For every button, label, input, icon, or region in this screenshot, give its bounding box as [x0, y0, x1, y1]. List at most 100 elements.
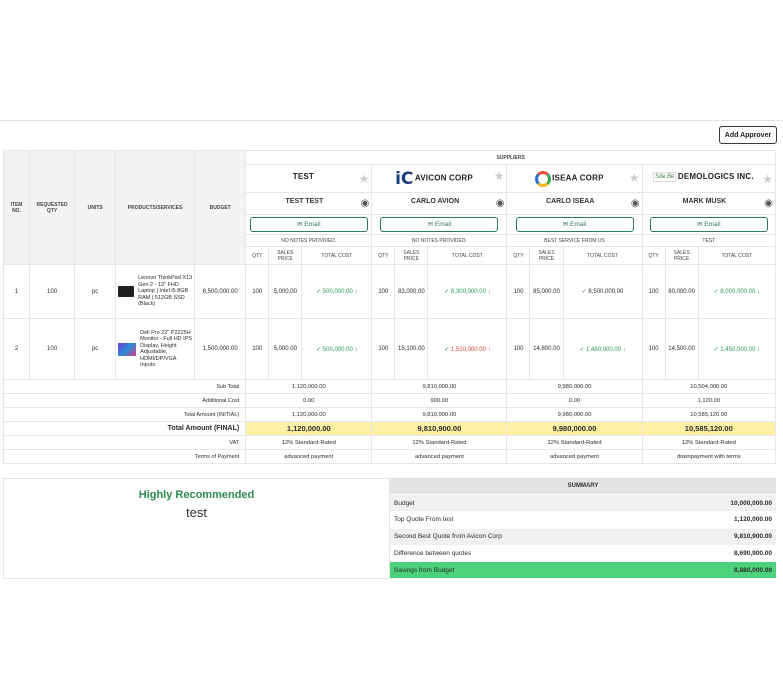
supplier-name-iseaa-corp: ISEAA CORP ★ — [506, 164, 643, 193]
additional-cost-row-value: 0.00 — [506, 393, 643, 408]
check-icon: ✓ — [713, 289, 719, 295]
suppliers-header: SUPPLIERS — [245, 150, 776, 165]
email-label: Email — [304, 221, 321, 228]
eye-icon[interactable]: ◉ — [360, 198, 370, 209]
col-products: PRODUCTS/SERVICES — [115, 150, 196, 265]
quote-qty: 100 — [371, 318, 396, 380]
quote-total-value: 8,500,000.00 — [588, 289, 624, 295]
summary-table: SUMMARY Budget 10,000,000.00 Top Quote Fro… — [390, 478, 776, 580]
email-label: Email — [704, 221, 721, 228]
supplier-contact: MARK MUSK ◉ — [641, 192, 777, 215]
summary-row: Top Quote From test 1,120,000.00 — [390, 511, 776, 529]
email-cell: ✉ Email — [506, 214, 643, 235]
total-final-row-value: 10,585,120.00 — [641, 421, 777, 436]
col-units: UNITS — [74, 150, 117, 265]
total-final-row-value: 1,120,000.00 — [245, 421, 373, 436]
summary-row: Difference between quotes 8,690,900.00 — [390, 545, 776, 563]
terms-row-value: advanced payment — [506, 449, 643, 464]
star-icon[interactable]: ★ — [493, 168, 505, 183]
supplier-name-avicon-corp: iC AVICON CORP ★ — [371, 164, 508, 193]
email-button[interactable]: ✉ Email — [649, 217, 768, 232]
quote-comparison-table: ITEM NO. REQUESTED QTY UNITS PRODUCTS/SE… — [2, 150, 777, 464]
arrow-down-icon: ↓ — [757, 289, 761, 295]
recommendation-panel — [3, 478, 390, 579]
arrow-down-icon: ↓ — [354, 289, 358, 295]
email-button[interactable]: ✉ Email — [380, 217, 499, 232]
total-initial-row-value: 9,980,000.00 — [506, 407, 643, 422]
email-button[interactable]: ✉ Email — [249, 217, 368, 232]
quote-total: ✓ 500,000.00 ↓ — [301, 264, 373, 319]
total-final-row-value: 9,980,000.00 — [506, 421, 643, 436]
terms-row: Terms of Payment advanced payment advanced… — [2, 449, 777, 464]
product-description: Dell Pro 22" P2225H Monitor - Full HD IP… — [140, 329, 193, 369]
terms-row-value: advanced payment — [371, 449, 508, 464]
eye-icon[interactable]: ◉ — [764, 198, 773, 209]
quote-qty: 100 — [506, 318, 531, 380]
eye-icon[interactable]: ◉ — [495, 198, 505, 209]
recommended-supplier: test — [186, 505, 207, 520]
contact-name: MARK MUSK — [682, 198, 727, 205]
quote-total-value: 8,000,000.00 — [720, 289, 756, 295]
product-cell: Lenovo ThinkPad X13 Gen 2 - 13" FHD Lapt… — [115, 264, 196, 319]
check-icon: ✓ — [444, 289, 450, 295]
summary-value: 8,690,900.00 — [660, 545, 776, 563]
arrow-down-icon: ↓ — [622, 346, 626, 353]
arrow-up-icon: ↑ — [487, 346, 491, 353]
sub-total-row-value: 9,980,000.00 — [506, 379, 643, 394]
supplier-name-label: TEST — [292, 171, 315, 181]
contact-name: TEST TEST — [285, 198, 324, 205]
quote-total: ✓ 1,450,000.00 ↓ — [697, 318, 777, 380]
check-icon: ✓ — [713, 346, 719, 353]
contact-name: CARLO ISEAA — [546, 198, 595, 205]
quote-price: 5,000.00 — [268, 264, 303, 319]
check-icon: ✓ — [444, 346, 450, 353]
quote-qty: 100 — [371, 264, 396, 319]
quote-total: ✓ 1,480,000.00 ↓ — [562, 318, 643, 380]
email-cell: ✉ Email — [641, 214, 777, 235]
quote-price: 14,800.00 — [529, 318, 564, 380]
check-icon: ✓ — [316, 289, 322, 295]
quote-total-value: 8,300,000.00 — [450, 289, 486, 295]
contact-name: CARLO AVION — [410, 198, 460, 205]
product-image — [118, 342, 137, 356]
arrow-down-icon: ↓ — [354, 346, 358, 353]
total-initial-row-value: 9,810,900.00 — [371, 407, 508, 422]
unit: pc — [74, 264, 117, 319]
arrow-down-icon: ↓ — [487, 289, 491, 295]
requested-qty: 100 — [29, 264, 76, 319]
quote-price: 15,100.00 — [394, 318, 429, 380]
quote-total: ✓ 1,510,000.00 ↑ — [427, 318, 508, 380]
quote-price: 14,500.00 — [664, 318, 699, 380]
quote-price: 83,000.00 — [394, 264, 429, 319]
eye-icon[interactable]: ◉ — [630, 198, 640, 209]
supplier-contact: TEST TEST ◉ — [245, 192, 373, 215]
additional-cost-row-value: 900.00 — [371, 393, 508, 408]
supplier-name-label: AVICON CORP — [414, 172, 473, 182]
supplier-contact: CARLO ISEAA ◉ — [506, 192, 643, 215]
subheader-sales-price: SALES PRICE — [268, 246, 303, 265]
avicon-logo: iC — [395, 168, 414, 189]
star-icon[interactable]: ★ — [628, 170, 640, 185]
sub-total-row: Sub Total 1,120,000.00 9,810,000.00 9,980,0… — [2, 379, 777, 394]
add-approver-button[interactable]: Add Approver — [719, 126, 777, 144]
quote-total-value: 500,000.00 — [322, 346, 353, 353]
subheader-total-cost: TOTAL COST — [697, 246, 777, 265]
quote-price: 5,000.00 — [268, 318, 303, 380]
quote-qty: 100 — [245, 264, 270, 319]
quote-total: ✓ 8,000,000.00 ↓ — [697, 264, 777, 319]
star-icon[interactable]: ★ — [358, 171, 370, 186]
quote-total: ✓ 500,000.00 ↓ — [301, 318, 373, 380]
total-final-row-label: Total Amount (FINAL) — [2, 421, 247, 436]
unit: pc — [74, 318, 117, 380]
check-icon: ✓ — [579, 346, 585, 353]
subheader-total-cost: TOTAL COST — [301, 246, 373, 265]
email-button[interactable]: ✉ Email — [515, 217, 634, 232]
recommendation-title: Highly Recommended — [138, 489, 255, 501]
vat-row-value: 12% Standard-Rated — [371, 435, 508, 450]
star-icon[interactable]: ★ — [762, 171, 773, 186]
total-final-row-value: 9,810,900.00 — [371, 421, 508, 436]
subheader-qty: QTY — [371, 246, 396, 265]
additional-cost-row-label: Additional Cost — [2, 393, 247, 408]
quote-total-value: 500,000.00 — [322, 289, 353, 295]
summary-label: Budget — [390, 494, 661, 513]
